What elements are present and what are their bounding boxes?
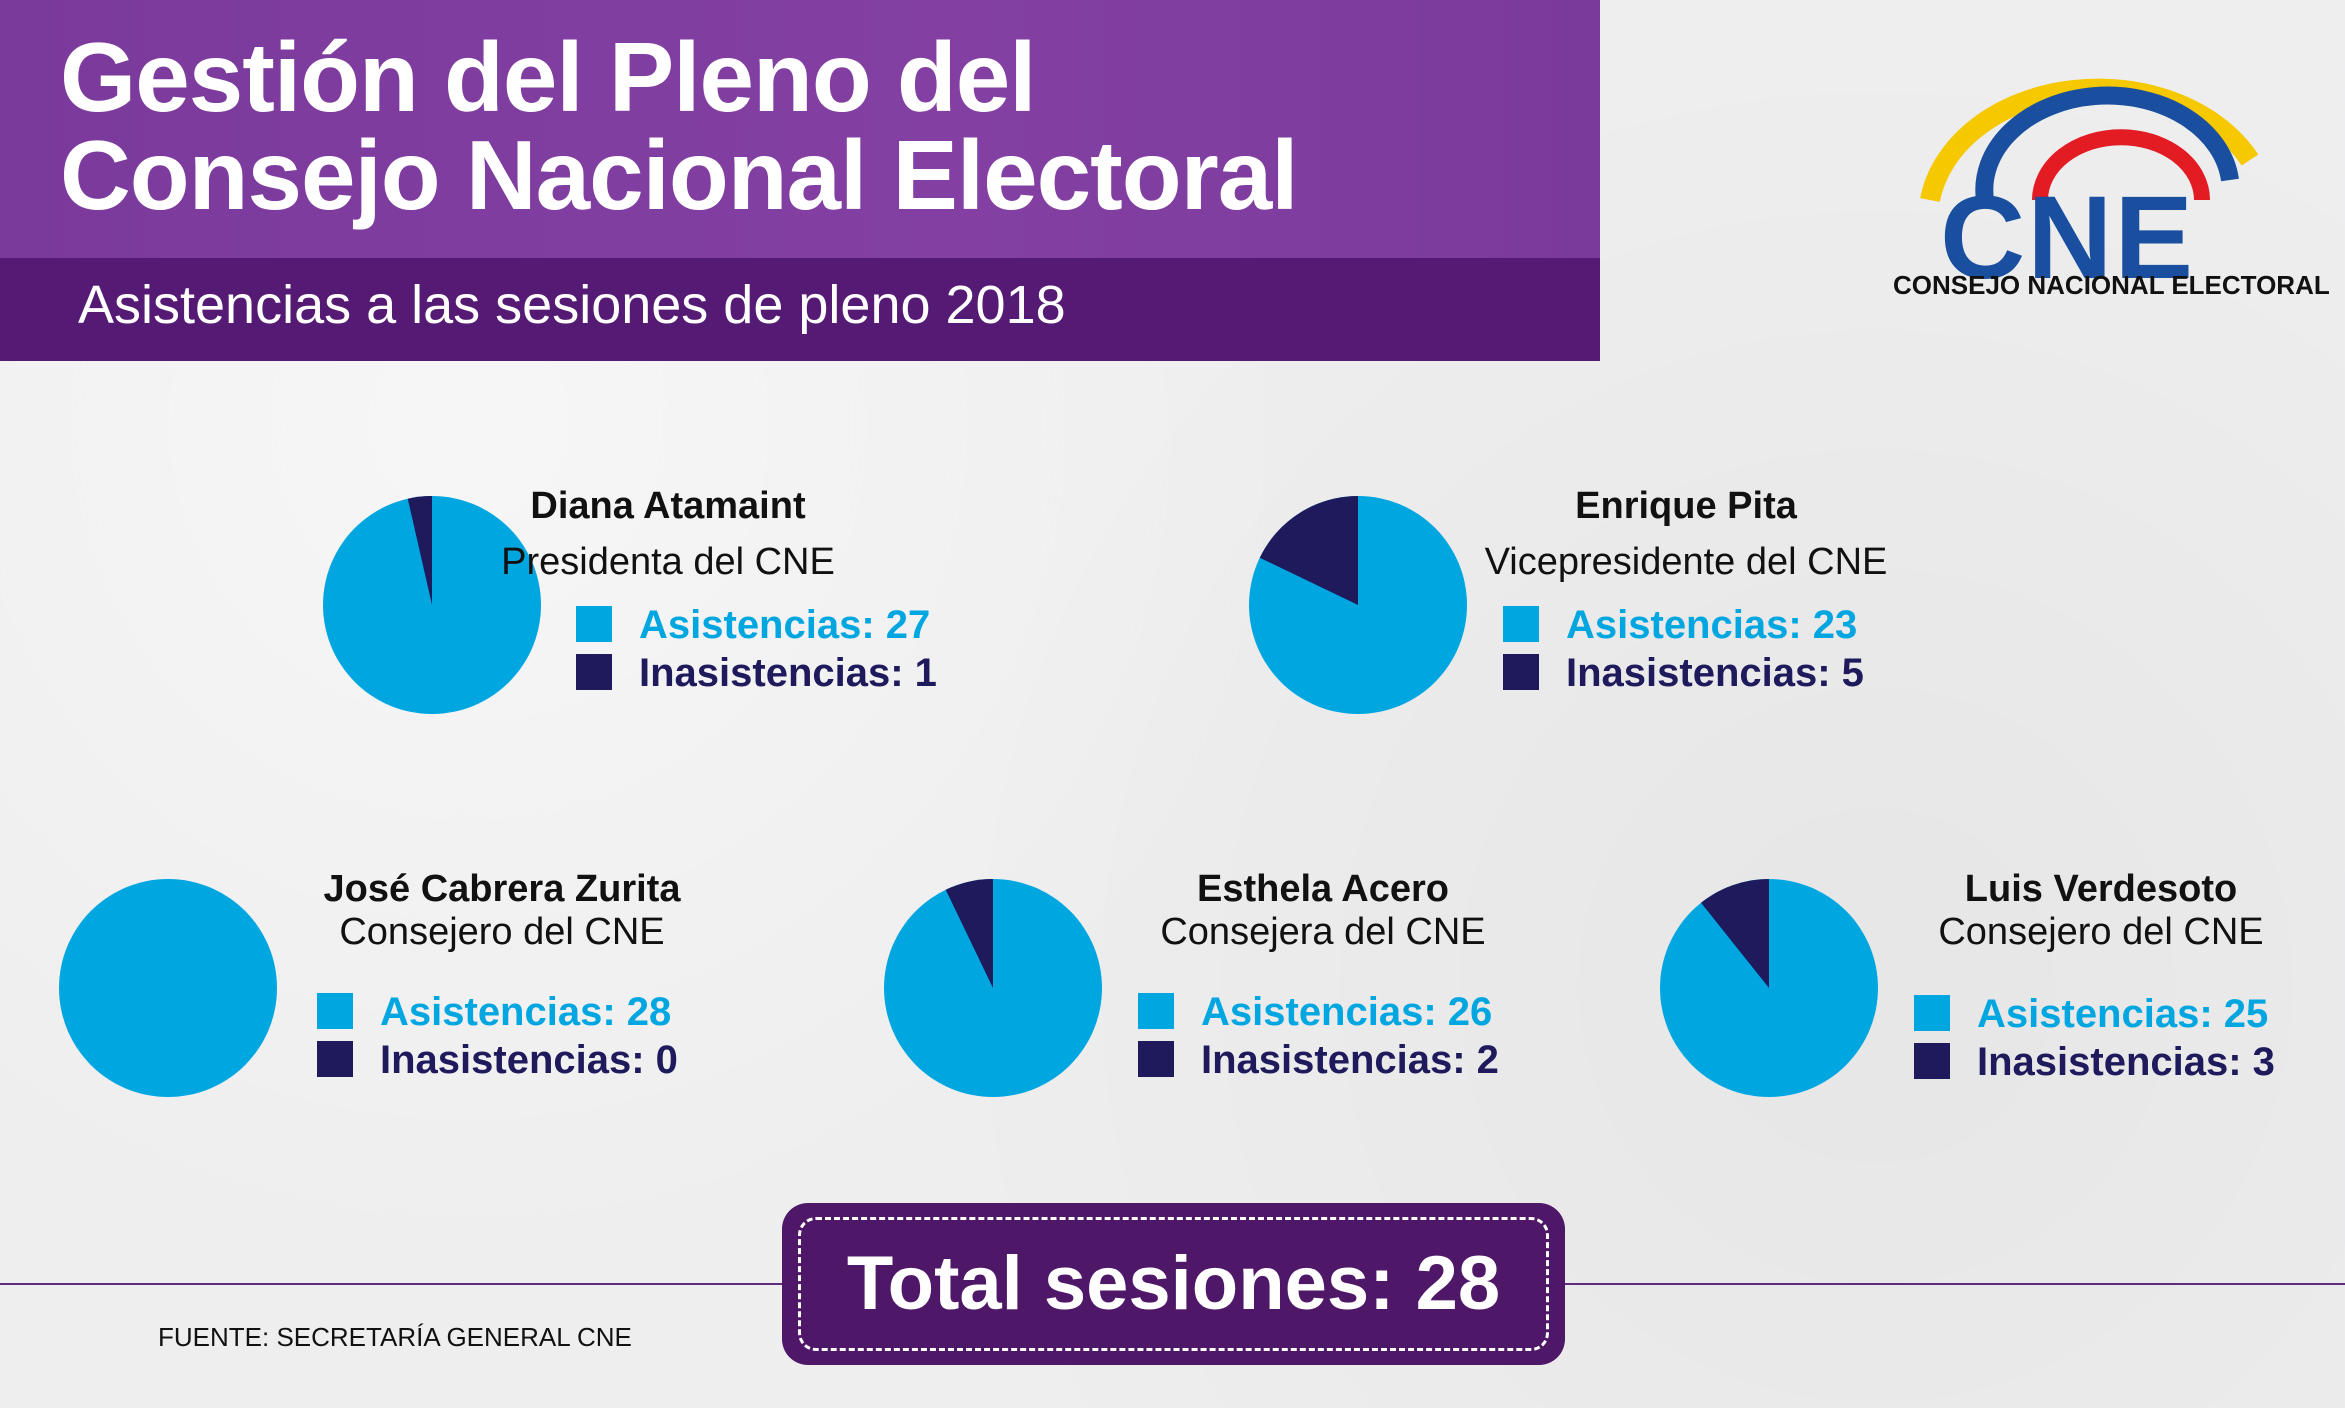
legend-swatch [1503, 654, 1539, 690]
person-role: Consejero del CNE [339, 911, 665, 953]
slice-inasistencias [407, 496, 432, 605]
legend-label: Inasistencias: 5 [1566, 651, 1864, 695]
legend-label: Inasistencias: 2 [1201, 1038, 1499, 1082]
page-title: Gestión del Pleno del Consejo Nacional E… [60, 28, 1580, 224]
footer-divider-right [1565, 1283, 2345, 1285]
slice-inasistencias [945, 879, 993, 988]
person-role: Consejera del CNE [1160, 911, 1486, 953]
source-note: FUENTE: SECRETARÍA GENERAL CNE [158, 1322, 632, 1352]
total-sessions-badge: Total sesiones: 28 [782, 1203, 1565, 1365]
legend-label: Asistencias: 23 [1566, 603, 1858, 647]
legend-label: Inasistencias: 0 [380, 1038, 678, 1082]
total-dashed-border [798, 1217, 1549, 1351]
legend-swatch [1138, 993, 1174, 1029]
person-name: Esthela Acero [1196, 868, 1450, 910]
legend-swatch [1914, 1043, 1950, 1079]
logo-arc-blue [1975, 86, 2239, 202]
person-role: Vicepresidente del CNE [1484, 541, 1888, 583]
person-name: Luis Verdesoto [1964, 868, 2238, 910]
title-line-2: Consejo Nacional Electoral [60, 120, 1298, 230]
legend-swatch [1138, 1041, 1174, 1077]
slice-inasistencias [1259, 496, 1358, 605]
legend-label: Inasistencias: 3 [1977, 1040, 2275, 1084]
legend-label: Asistencias: 26 [1201, 990, 1493, 1034]
legend-swatch [1914, 995, 1950, 1031]
slice-asistencias [59, 879, 277, 1097]
legend-label: Inasistencias: 1 [639, 651, 937, 695]
cne-logo: CNE [1920, 78, 2259, 304]
footer-divider-left [0, 1283, 782, 1285]
person-role: Presidenta del CNE [501, 541, 835, 583]
logo-arc-yellow [1920, 78, 2259, 202]
attendance-pie [884, 879, 1102, 1097]
page-subtitle: Asistencias a las sesiones de pleno 2018 [78, 275, 1066, 335]
logo-arc-red [2032, 129, 2210, 201]
title-line-1: Gestión del Pleno del [60, 22, 1037, 132]
person-role: Consejero del CNE [1938, 911, 2264, 953]
legend-swatch [317, 993, 353, 1029]
legend-label: Asistencias: 27 [639, 603, 931, 647]
legend-swatch [1503, 606, 1539, 642]
header-banner [0, 0, 1600, 258]
legend-swatch [576, 654, 612, 690]
subtitle-banner [0, 258, 1600, 361]
legend-swatch [317, 1041, 353, 1077]
attendance-pie [59, 879, 277, 1097]
legend-swatch [576, 606, 612, 642]
total-sessions-label: Total sesiones: 28 [846, 1241, 1501, 1326]
legend-label: Asistencias: 25 [1977, 992, 2269, 1036]
logo-mark: CNE [1940, 172, 2195, 304]
person-name: José Cabrera Zurita [323, 868, 681, 910]
attendance-pie [1249, 496, 1467, 714]
legend-label: Asistencias: 28 [380, 990, 672, 1034]
attendance-pie [323, 496, 541, 714]
attendance-pie [1660, 879, 1878, 1097]
person-name: Enrique Pita [1575, 485, 1797, 527]
logo-name: CONSEJO NACIONAL ELECTORAL [1893, 270, 2330, 300]
person-name: Diana Atamaint [530, 485, 806, 527]
slice-inasistencias [1701, 879, 1769, 988]
